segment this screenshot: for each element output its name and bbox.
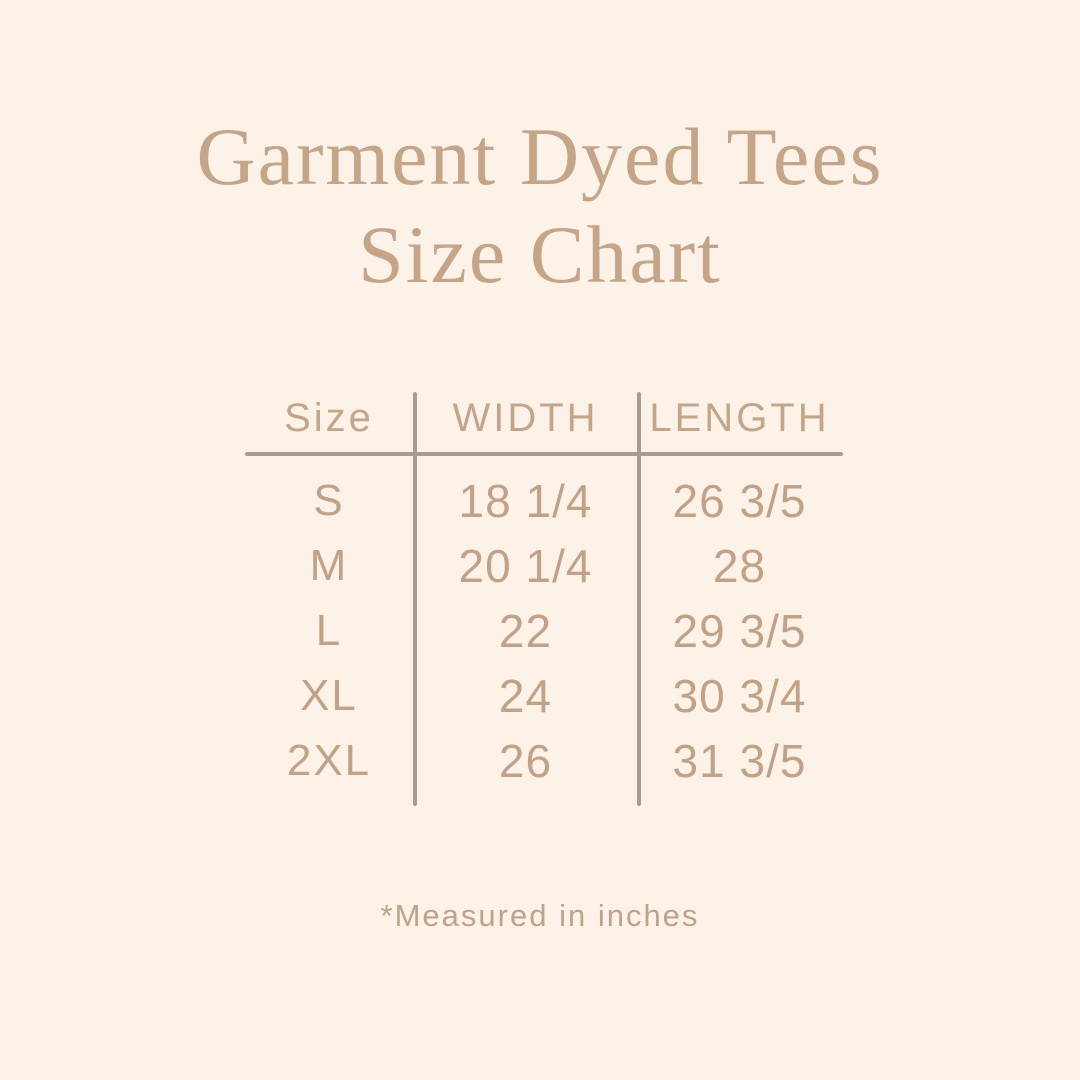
page-title-line1: Garment Dyed Tees	[196, 111, 884, 202]
column-header-length: LENGTH	[649, 395, 830, 440]
column-header-size: Size	[284, 395, 374, 440]
column-header-width: WIDTH	[452, 395, 599, 440]
size-chart-table: Size WIDTH LENGTH S 18 1/4 26 3/5 M 20 1…	[245, 383, 841, 793]
table-row-s-width: 18 1/4	[458, 474, 593, 527]
page-title: Garment Dyed Tees Size Chart	[0, 108, 1080, 304]
column-divider-left	[413, 392, 417, 806]
table-row-2xl-size: 2XL	[286, 735, 372, 785]
page-title-line2: Size Chart	[358, 209, 722, 300]
table-row-xl-size: XL	[300, 670, 358, 720]
table-row-s-length: 26 3/5	[672, 474, 807, 527]
table-row-l-width: 22	[498, 604, 553, 657]
table-row-l-length: 29 3/5	[672, 604, 807, 657]
table-row-m-size: M	[309, 540, 349, 590]
measurement-footnote: *Measured in inches	[380, 898, 700, 933]
table-row-m-length: 28	[712, 539, 767, 592]
table-row-2xl-width: 26	[498, 734, 553, 787]
table-row-xl-length: 30 3/4	[672, 669, 807, 722]
header-gap	[245, 453, 841, 468]
table-row-l-size: L	[315, 605, 343, 655]
table-row-s-size: S	[313, 475, 345, 525]
column-divider-right	[637, 392, 641, 806]
table-row-2xl-length: 31 3/5	[672, 734, 807, 787]
table-row-xl-width: 24	[498, 669, 553, 722]
header-underline	[245, 452, 843, 456]
table-row-m-width: 20 1/4	[458, 539, 593, 592]
